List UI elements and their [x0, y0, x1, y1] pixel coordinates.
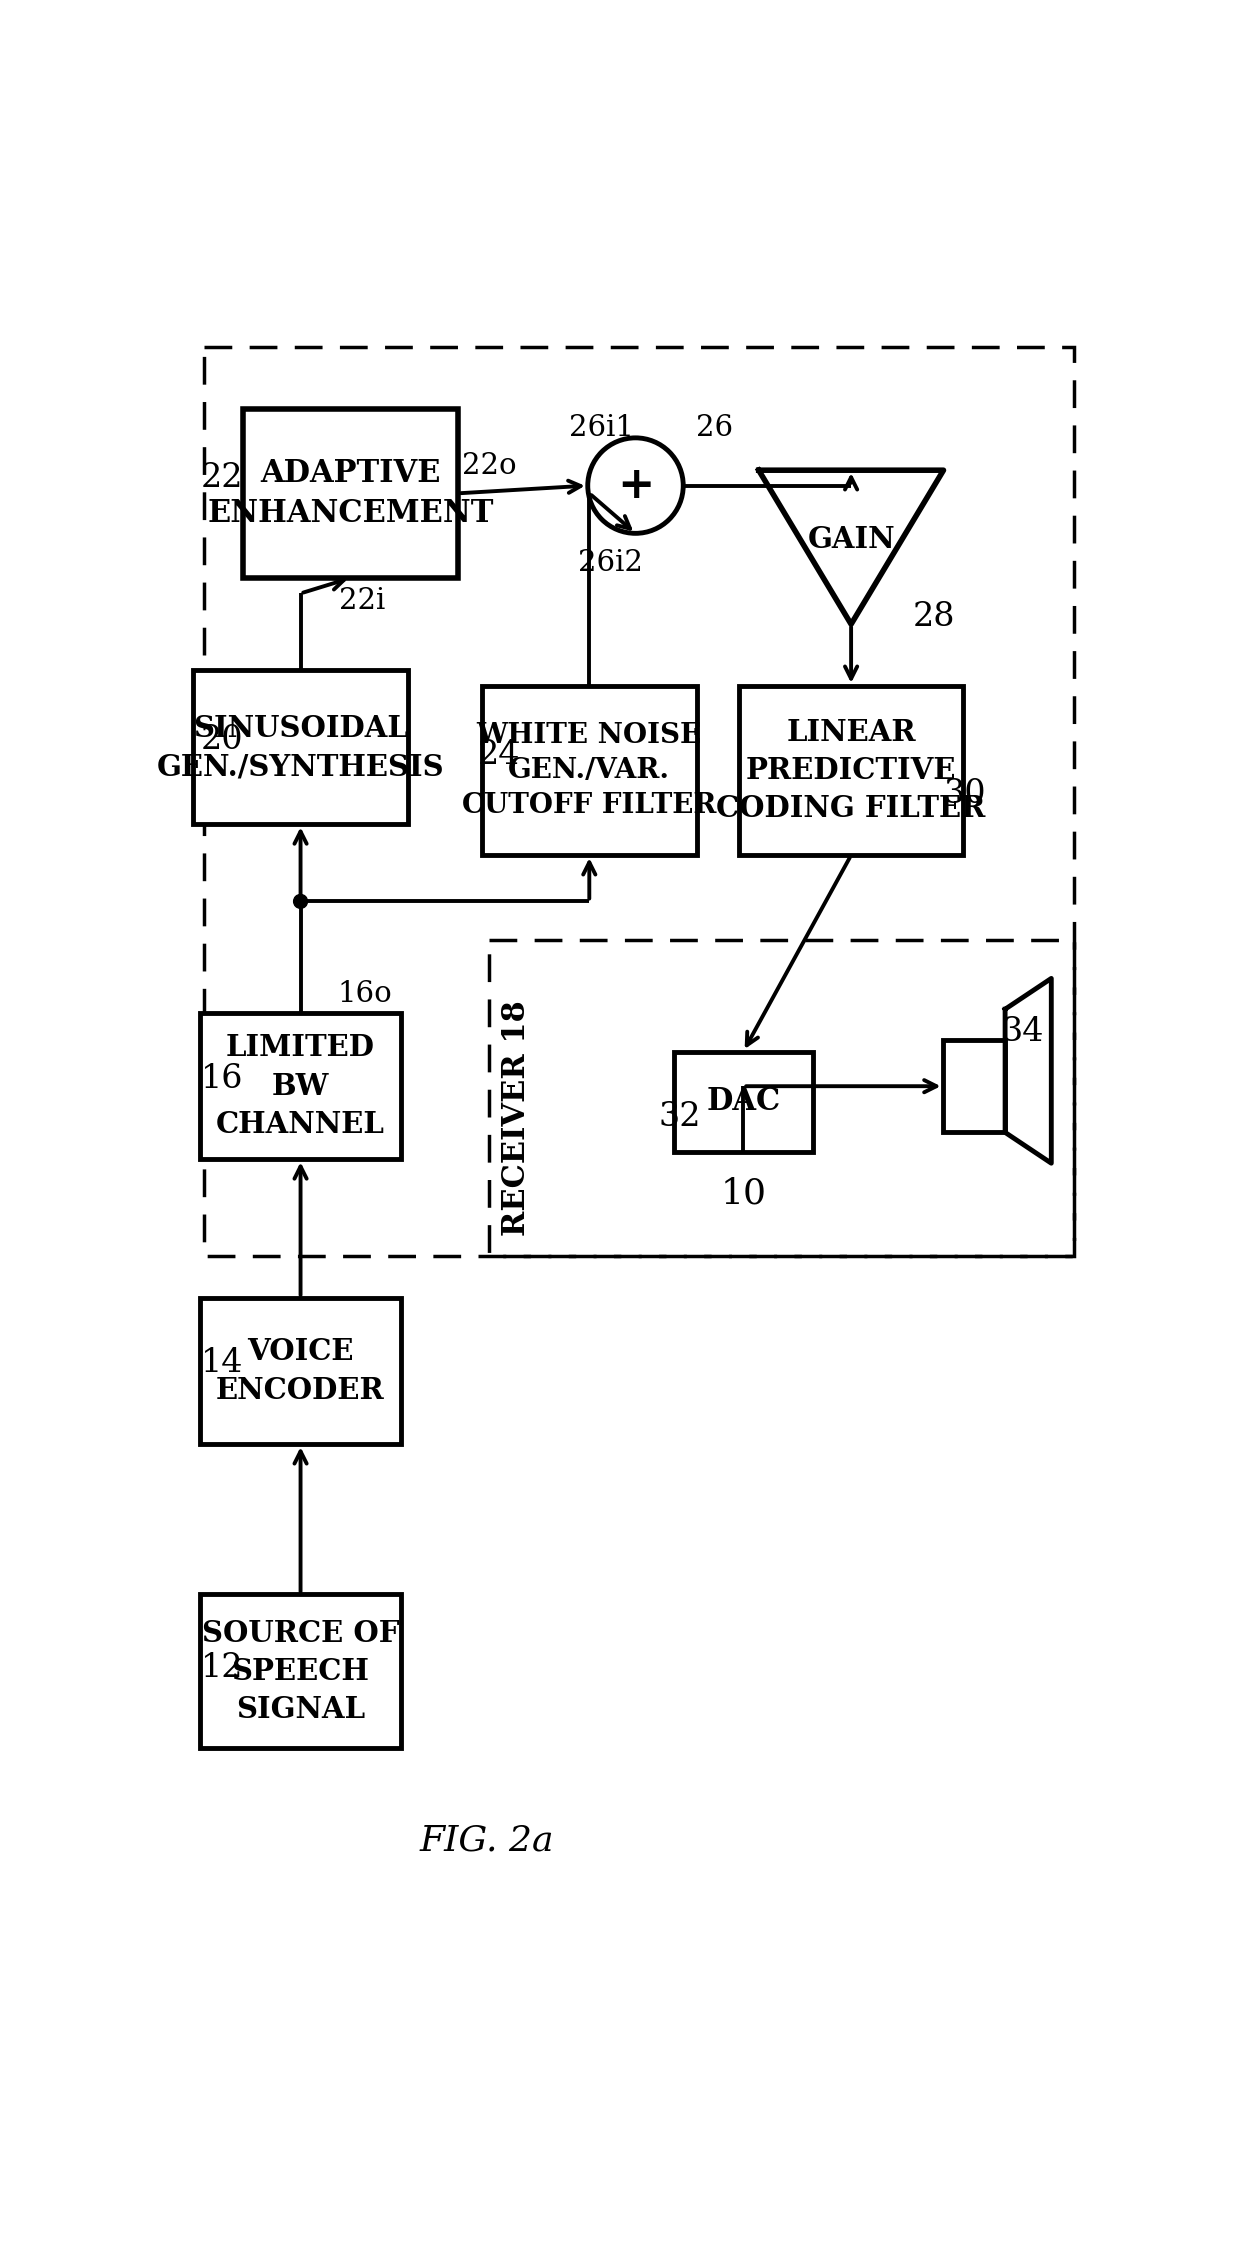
Text: 16o: 16o	[337, 979, 392, 1008]
Bar	[201, 1595, 401, 1748]
Text: 10: 10	[720, 1177, 766, 1210]
Text: 24: 24	[477, 738, 520, 772]
Bar	[490, 940, 1074, 1256]
Text: 22: 22	[201, 461, 243, 495]
Bar	[739, 686, 962, 855]
Text: 22i: 22i	[339, 587, 386, 614]
Text: 30: 30	[944, 778, 986, 810]
Text: RECEIVER 18: RECEIVER 18	[501, 1001, 532, 1235]
Bar	[481, 686, 697, 855]
Text: 26i2: 26i2	[578, 549, 642, 576]
Text: FIG. 2a: FIG. 2a	[420, 1825, 554, 1858]
Text: GAIN: GAIN	[807, 524, 895, 554]
Text: 34: 34	[1001, 1017, 1044, 1048]
Text: VOICE
ENCODER: VOICE ENCODER	[216, 1336, 384, 1404]
Text: 16: 16	[201, 1062, 243, 1094]
Text: +: +	[616, 464, 655, 506]
Bar	[205, 346, 1074, 1256]
Text: 32: 32	[658, 1100, 701, 1134]
Circle shape	[588, 439, 683, 533]
Text: 28: 28	[913, 601, 955, 632]
Circle shape	[294, 896, 308, 909]
Bar	[201, 1298, 401, 1445]
Text: DAC: DAC	[706, 1087, 780, 1116]
Bar	[192, 670, 408, 824]
Text: 12: 12	[201, 1652, 243, 1683]
Text: 26i1: 26i1	[568, 414, 634, 441]
Bar	[201, 1012, 401, 1159]
Text: WHITE NOISE
GEN./VAR.
CUTOFF FILTER: WHITE NOISE GEN./VAR. CUTOFF FILTER	[463, 722, 717, 819]
Text: LIMITED
BW
CHANNEL: LIMITED BW CHANNEL	[216, 1033, 384, 1138]
Text: 26: 26	[696, 414, 733, 441]
Text: ADAPTIVE
ENHANCEMENT: ADAPTIVE ENHANCEMENT	[207, 457, 494, 529]
Text: SINUSOIDAL
GEN./SYNTHESIS: SINUSOIDAL GEN./SYNTHESIS	[156, 713, 444, 781]
Text: LINEAR
PREDICTIVE
CODING FILTER: LINEAR PREDICTIVE CODING FILTER	[717, 718, 986, 824]
Text: 22o: 22o	[463, 452, 517, 479]
Text: 14: 14	[201, 1348, 243, 1379]
Bar	[243, 410, 459, 578]
Text: SOURCE OF
SPEECH
SIGNAL: SOURCE OF SPEECH SIGNAL	[202, 1618, 399, 1724]
Bar	[944, 1040, 1006, 1132]
Text: 20: 20	[201, 724, 243, 756]
Bar	[675, 1051, 812, 1152]
